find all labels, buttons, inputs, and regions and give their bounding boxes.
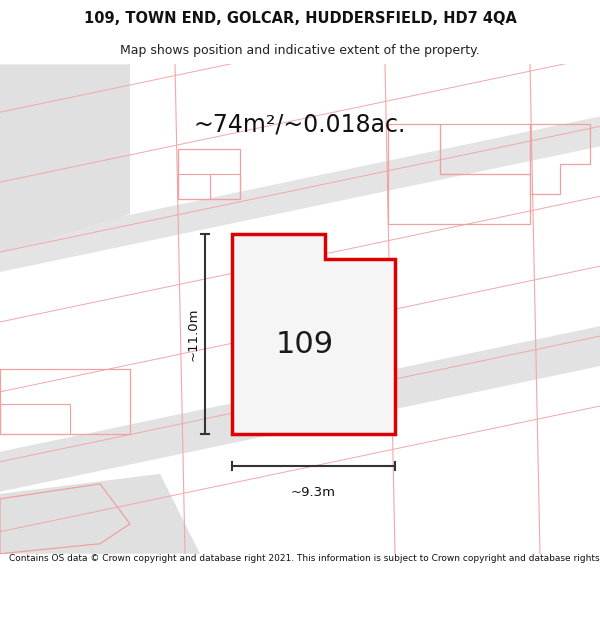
- Polygon shape: [0, 324, 600, 494]
- Polygon shape: [232, 234, 395, 434]
- Text: ~11.0m: ~11.0m: [187, 308, 199, 361]
- Text: ~74m²/~0.018ac.: ~74m²/~0.018ac.: [194, 112, 406, 136]
- Text: ~9.3m: ~9.3m: [291, 486, 336, 499]
- Polygon shape: [0, 114, 600, 274]
- Text: 109: 109: [276, 329, 334, 359]
- Text: 109, TOWN END, GOLCAR, HUDDERSFIELD, HD7 4QA: 109, TOWN END, GOLCAR, HUDDERSFIELD, HD7…: [83, 11, 517, 26]
- Polygon shape: [0, 474, 200, 554]
- Text: Map shows position and indicative extent of the property.: Map shows position and indicative extent…: [120, 44, 480, 57]
- Text: Contains OS data © Crown copyright and database right 2021. This information is : Contains OS data © Crown copyright and d…: [9, 554, 600, 562]
- Polygon shape: [0, 64, 130, 254]
